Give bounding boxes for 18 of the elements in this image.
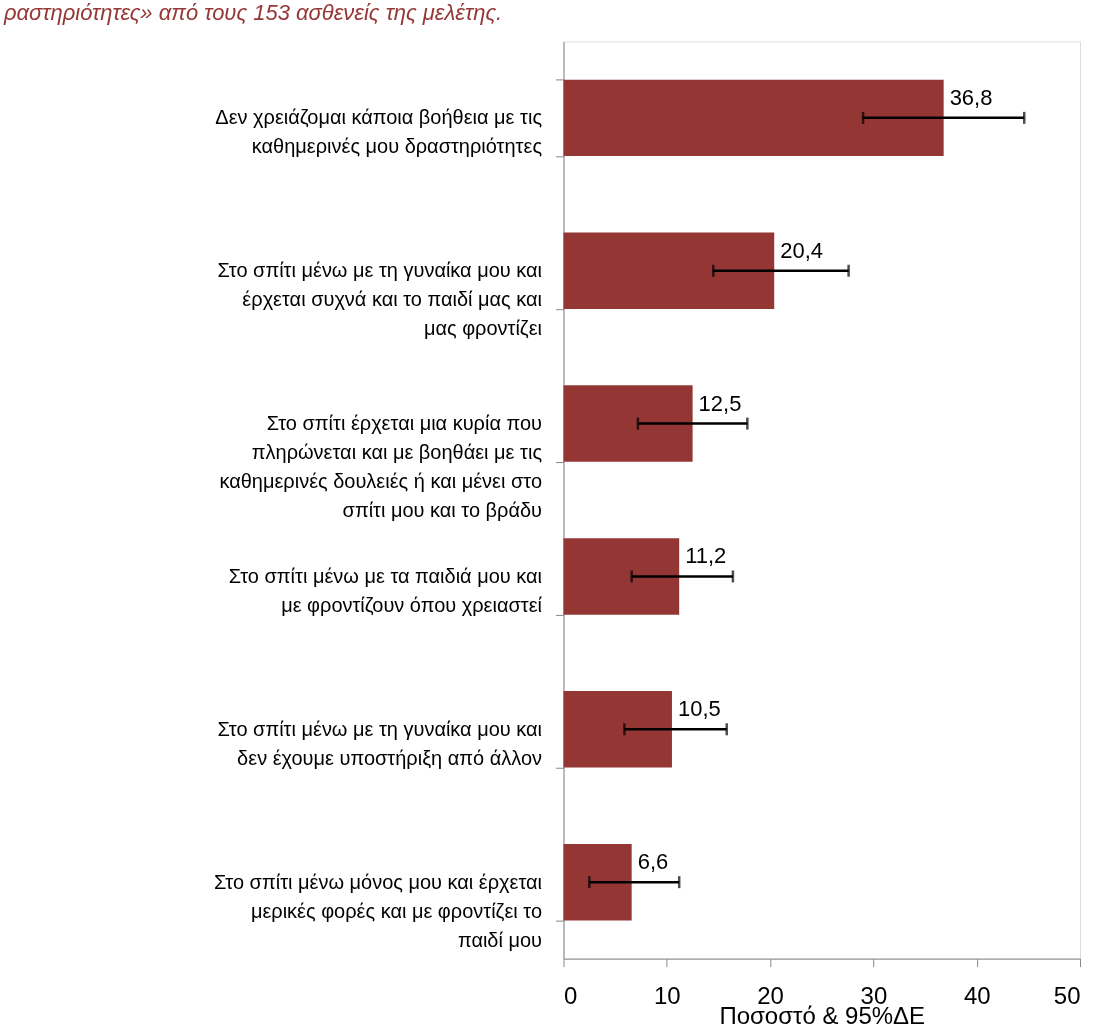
x-tick-label: 0 xyxy=(563,982,578,1010)
y-tick-label: Στο σπίτι μένω μόνος μου και έρχεται μερικές φορές και με φροντίζει το παιδί μου xyxy=(213,870,543,951)
y-tick-label: Στο σπίτι μένω με τη γυναίκα μου και δεν έχουμε υποστήριξη από άλλον xyxy=(217,717,543,769)
y-tick-label: Δεν χρειάζομαι κάποια βοήθεια με τις καθημερινές μου δραστηριότητες xyxy=(215,106,543,158)
data-label: 11,2 xyxy=(685,543,727,569)
data-label: 10,5 xyxy=(677,696,721,722)
data-label: 20,4 xyxy=(780,237,823,263)
x-tick-label: 40 xyxy=(963,982,991,1010)
data-label: 36,8 xyxy=(949,84,993,110)
x-tick-label: 10 xyxy=(653,982,681,1010)
y-tick-label: Στο σπίτι μένω με τα παιδιά μου και με φροντίζουν όπου χρειαστεί xyxy=(228,564,543,616)
y-tick-label: Στο σπίτι μένω με τη γυναίκα μου και έρχεται συχνά και το παιδί μας και μας φροντίζει xyxy=(217,259,543,340)
data-label: 12,5 xyxy=(698,390,742,416)
x-tick-label: 50 xyxy=(1053,982,1081,1010)
y-tick-label: Στο σπίτι έρχεται μια κυρία που πληρώνεται και με βοηθάει με τις καθημερινές δουλειές ή και μένει στο σπίτι μου και το βράδυ xyxy=(219,412,543,521)
x-tick-label: 20 xyxy=(757,982,784,1010)
data-label: 6,6 xyxy=(637,849,669,875)
text: ραστηριότητες» από τους 153 ασθενείς της μελέτης. xyxy=(3,0,503,26)
